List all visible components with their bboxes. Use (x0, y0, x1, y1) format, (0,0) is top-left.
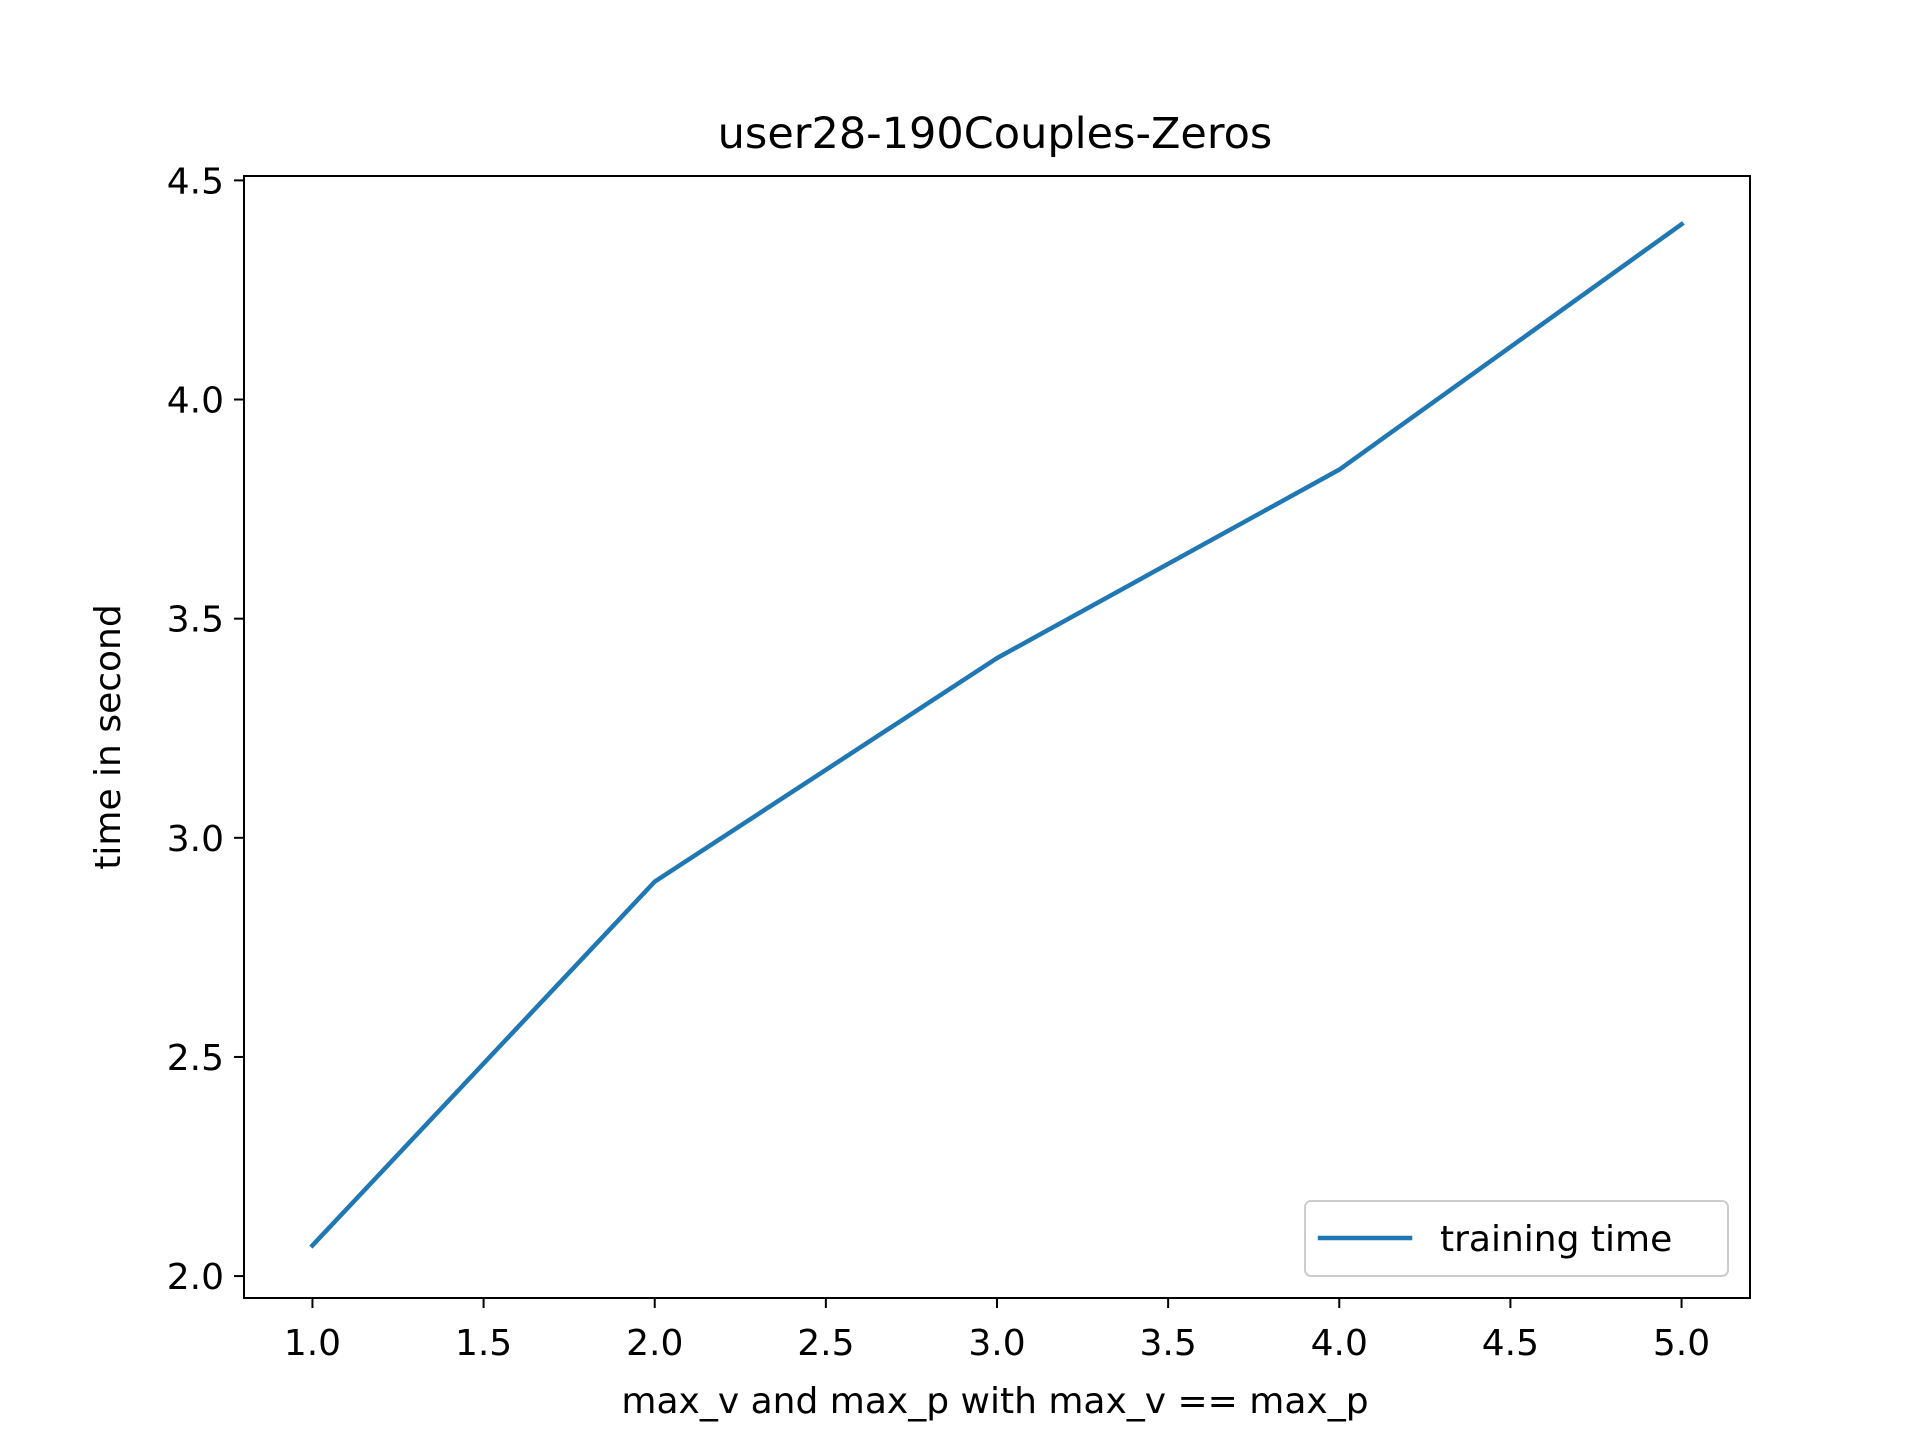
x-tick-label: 2.5 (797, 1323, 854, 1364)
y-tick-label: 2.0 (167, 1257, 224, 1298)
series-line-training-time (309, 221, 1685, 1249)
series-layer (309, 221, 1685, 1249)
x-tick-label: 3.0 (968, 1323, 1025, 1364)
legend: training time (1304, 1200, 1729, 1277)
x-tick-label: 1.0 (284, 1323, 341, 1364)
legend-box (1304, 1200, 1729, 1277)
x-tick-label: 2.0 (626, 1323, 683, 1364)
x-tick-label: 3.5 (1140, 1323, 1197, 1364)
legend-label: training time (1440, 1219, 1672, 1260)
chart-title: user28-190Couples-Zeros (718, 109, 1273, 159)
x-axis: 1.0 1.5 2.0 2.5 3.0 3.5 4.0 4.5 5.0 (284, 1298, 1710, 1364)
y-tick-label: 2.5 (167, 1038, 224, 1079)
x-tick-label: 1.5 (455, 1323, 512, 1364)
y-tick-label: 3.5 (167, 600, 224, 641)
y-tick-label: 3.0 (167, 819, 224, 860)
y-axis-label: time in second (88, 604, 129, 869)
x-tick-label: 5.0 (1653, 1323, 1710, 1364)
y-tick-label: 4.0 (167, 381, 224, 422)
y-axis: 2.0 2.5 3.0 3.5 4.0 4.5 (167, 161, 244, 1298)
x-tick-label: 4.0 (1311, 1323, 1368, 1364)
y-tick-label: 4.5 (167, 161, 224, 202)
x-axis-label: max_v and max_p with max_v == max_p (621, 1381, 1368, 1422)
x-tick-label: 4.5 (1482, 1323, 1539, 1364)
